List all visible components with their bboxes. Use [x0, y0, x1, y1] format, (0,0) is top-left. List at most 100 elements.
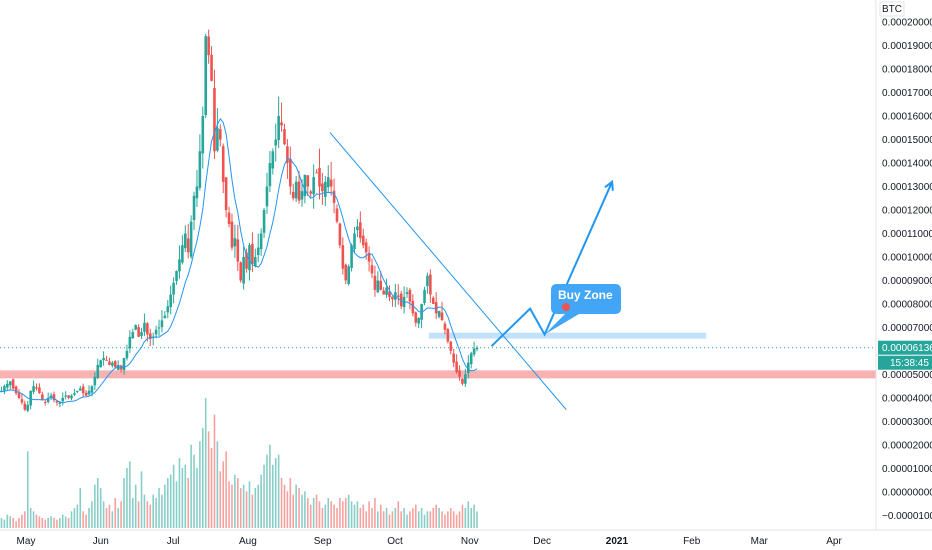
moving-average-line — [0, 117, 478, 404]
candle-body — [286, 146, 289, 164]
candle-body — [67, 395, 70, 398]
candle-body — [245, 252, 248, 269]
candle-body — [113, 361, 117, 368]
candle-body — [32, 386, 35, 392]
candle-body — [335, 208, 339, 222]
volume-bar — [137, 501, 140, 528]
volume-bar — [315, 494, 318, 528]
candle-body — [8, 381, 12, 386]
volume-bar — [114, 498, 117, 528]
volume-bar — [444, 514, 446, 528]
price-tick-label: 0.00014000 — [882, 159, 932, 170]
volume-bar — [6, 514, 9, 528]
current-price-label: 0.00006136 — [882, 343, 932, 354]
volume-bar — [53, 518, 55, 528]
volume-bar — [266, 454, 268, 528]
price-tick-label: 0.00013000 — [882, 182, 932, 193]
time-tick-label: Apr — [826, 536, 842, 547]
volume-bar — [9, 516, 12, 528]
price-tick-label: 0.00002000 — [882, 440, 932, 451]
candle-body — [321, 183, 324, 192]
candle-body — [291, 191, 295, 199]
candle-body — [233, 238, 237, 247]
candle-body — [289, 158, 292, 187]
volume-bar — [260, 474, 262, 528]
price-tick-label: 0.00007000 — [882, 323, 932, 334]
volume-bar — [26, 451, 29, 528]
volume-bar — [339, 498, 341, 528]
candle-body — [207, 36, 210, 55]
volume-bar — [0, 518, 3, 528]
price-axis[interactable]: BTC 0.00020000 0.00019000 0.00018000 0.00017… — [0, 1, 932, 522]
candle-body — [146, 323, 149, 335]
volume-bar — [251, 494, 254, 528]
candle-body — [338, 223, 342, 246]
candle-body — [157, 327, 161, 329]
volume-bar — [108, 504, 111, 528]
volume-bar — [64, 516, 67, 528]
candle-body — [475, 347, 479, 350]
candle-body — [461, 378, 464, 384]
volume-bar — [432, 508, 435, 528]
candle-body — [318, 168, 321, 187]
volume-bar — [181, 468, 184, 528]
volume-bar — [12, 518, 14, 528]
volume-bar — [140, 471, 143, 528]
candle-body — [227, 212, 231, 225]
moving-average-layer — [0, 117, 478, 404]
volume-bar — [228, 481, 230, 528]
candle-body — [64, 395, 67, 397]
volume-bar — [449, 508, 452, 528]
volume-bar — [120, 501, 122, 528]
volume-bar — [318, 501, 321, 528]
volume-bar — [158, 488, 160, 528]
candle-body — [251, 244, 254, 264]
volume-bar — [245, 491, 248, 528]
candle-body — [394, 292, 397, 300]
candle-body — [379, 280, 383, 290]
buy-zone-callout[interactable] — [544, 284, 621, 335]
candle-body — [312, 177, 315, 195]
candle-body — [52, 394, 56, 401]
buy-zone-label: Buy Zone — [558, 288, 613, 302]
volume-bar — [461, 504, 464, 528]
volume-bar — [105, 508, 108, 528]
candle-body — [210, 54, 213, 81]
volume-bar — [111, 511, 114, 528]
candle-body — [216, 127, 219, 151]
volume-bar — [76, 504, 79, 528]
volume-bar — [467, 501, 470, 528]
current-price-tag[interactable] — [878, 340, 932, 355]
candle-body — [414, 312, 418, 323]
time-axis[interactable]: May Jun Jul Aug Sep Oct Nov Dec 2021 Feb Mar Apr — [17, 536, 843, 547]
candle-body — [399, 293, 403, 307]
volume-bar — [152, 494, 154, 528]
volume-bar — [70, 511, 73, 528]
volume-bar — [298, 488, 300, 528]
candle-body — [195, 186, 199, 199]
time-tick-label: Nov — [461, 536, 479, 547]
volume-bar — [447, 511, 449, 528]
volume-bar — [172, 464, 175, 528]
candle-body — [300, 191, 304, 200]
projection-arrowhead — [604, 179, 614, 191]
price-tick-label: 0.00020000 — [882, 18, 932, 29]
price-tick-label: 0.00008000 — [882, 299, 932, 310]
candle-body — [396, 295, 400, 297]
price-tick-label: 0.00004000 — [882, 393, 932, 404]
candle-body — [277, 116, 280, 141]
candle-body — [172, 282, 175, 295]
volume-bar — [199, 441, 201, 528]
volume-bar — [374, 498, 376, 528]
volume-bar — [94, 484, 96, 528]
candle-body — [254, 256, 257, 267]
price-tick-label: 0.00019000 — [882, 41, 932, 52]
candle-body — [192, 195, 196, 221]
candle-body — [35, 387, 38, 389]
volume-bar — [73, 508, 76, 528]
volume-bar — [327, 498, 330, 528]
candle-body — [78, 388, 82, 391]
volume-bar — [21, 514, 23, 528]
volume-bar — [289, 478, 292, 528]
